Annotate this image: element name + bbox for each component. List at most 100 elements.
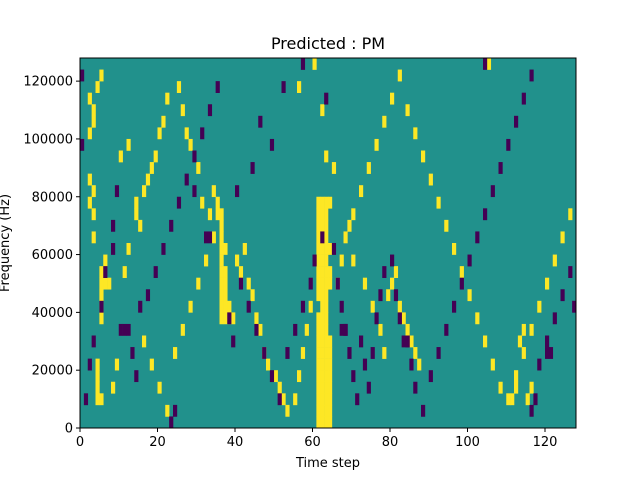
heatmap-cell — [401, 335, 406, 348]
heatmap-cell — [405, 104, 410, 117]
heatmap-cell — [211, 231, 216, 244]
heatmap-cell — [219, 208, 224, 221]
heatmap-cell — [328, 277, 333, 290]
heatmap-cell — [207, 231, 213, 244]
heatmap-cell — [227, 300, 232, 313]
heatmap-cell — [355, 393, 360, 406]
heatmap-cell — [506, 393, 511, 406]
heatmap-cell — [533, 393, 538, 406]
x-axis: 0 20 40 60 80 100 120 — [76, 428, 557, 450]
heatmap-cell — [145, 289, 151, 302]
heatmap-cell — [362, 277, 368, 290]
heatmap-cell — [343, 323, 348, 336]
heatmap-cell — [316, 289, 321, 302]
heatmap-cell — [370, 347, 375, 359]
heatmap-cell — [486, 58, 492, 70]
heatmap-cell — [122, 266, 127, 278]
heatmap-cell — [320, 416, 325, 429]
heatmap-cell — [138, 219, 143, 232]
heatmap-cell — [413, 347, 418, 359]
heatmap-cell — [118, 323, 123, 336]
heatmap-cell — [235, 254, 240, 267]
x-tick-label: 20 — [149, 435, 166, 450]
heatmap-cell — [397, 300, 402, 313]
heatmap-cell — [219, 312, 224, 325]
x-tick-label: 80 — [382, 435, 399, 450]
heatmap-cell — [99, 312, 104, 325]
heatmap-cell — [250, 289, 255, 302]
heatmap-cell — [126, 138, 131, 151]
heatmap-cell — [525, 393, 530, 406]
heatmap-cell — [165, 404, 170, 417]
heatmap-cell — [316, 277, 321, 290]
heatmap-cell — [87, 358, 92, 371]
heatmap-cell — [320, 370, 325, 383]
heatmap-cell — [421, 404, 426, 417]
heatmap-cell — [436, 347, 441, 359]
heatmap-cell — [184, 127, 189, 140]
heatmap-cell — [545, 347, 550, 359]
heatmap-cell — [118, 150, 123, 163]
heatmap-cell — [347, 347, 352, 359]
heatmap-cell — [91, 185, 96, 198]
heatmap-cell — [312, 58, 317, 70]
plot-area — [79, 57, 577, 429]
heatmap-cell — [324, 358, 329, 371]
heatmap-cell — [91, 208, 96, 221]
heatmap-cell — [320, 312, 325, 325]
heatmap-cell — [328, 266, 333, 278]
heatmap-cell — [521, 347, 526, 359]
heatmap-cell — [328, 370, 333, 383]
heatmap-cell — [316, 370, 321, 383]
heatmap-cell — [316, 404, 321, 417]
heatmap-cell — [99, 289, 104, 302]
heatmap-cell — [184, 173, 189, 186]
heatmap-cell — [521, 92, 526, 105]
heatmap-cell — [95, 370, 100, 383]
heatmap-cell — [223, 312, 228, 325]
heatmap-cell — [99, 266, 104, 278]
heatmap-cell — [95, 358, 100, 371]
heatmap-cell — [328, 381, 333, 394]
heatmap-cell — [126, 323, 131, 336]
heatmap-cell — [545, 335, 550, 348]
heatmap-cell — [382, 115, 387, 128]
heatmap-cell — [452, 300, 457, 313]
heatmap-cell — [428, 370, 433, 383]
heatmap-cell — [498, 381, 503, 394]
heatmap-cell — [529, 381, 534, 394]
heatmap-cell — [142, 185, 147, 198]
heatmap-cell — [324, 323, 329, 336]
heatmap-cell — [215, 81, 220, 93]
heatmap-cell — [324, 404, 329, 417]
heatmap-cell — [572, 300, 577, 313]
heatmap-cell — [510, 393, 515, 406]
heatmap-cell — [316, 196, 321, 209]
heatmap-cell — [483, 208, 488, 221]
heatmap-cell — [405, 323, 410, 336]
heatmap-cell — [393, 289, 399, 302]
heatmap-cell — [316, 266, 321, 278]
heatmap-cell — [223, 266, 228, 278]
heatmap-cell — [324, 277, 329, 290]
y-tick-label: 60000 — [32, 248, 73, 263]
heatmap-cell — [320, 243, 325, 255]
heatmap-cell — [359, 185, 364, 198]
heatmap-cell — [316, 243, 321, 255]
heatmap-cell — [180, 323, 185, 336]
heatmap-cell — [277, 381, 282, 394]
y-tick-label: 120000 — [23, 75, 73, 90]
x-tick-label: 40 — [227, 435, 244, 450]
heatmap-cell — [238, 266, 244, 278]
heatmap-cell — [91, 104, 96, 117]
heatmap-cell — [324, 300, 329, 313]
heatmap-cell — [223, 277, 228, 290]
heatmap-cell — [316, 347, 321, 359]
heatmap-cell — [138, 300, 143, 313]
heatmap-cell — [215, 208, 220, 221]
heatmap-cell — [91, 115, 96, 128]
chart-title: Predicted : PM — [271, 34, 385, 53]
heatmap-cell — [142, 335, 147, 348]
x-tick-label: 0 — [76, 435, 84, 450]
